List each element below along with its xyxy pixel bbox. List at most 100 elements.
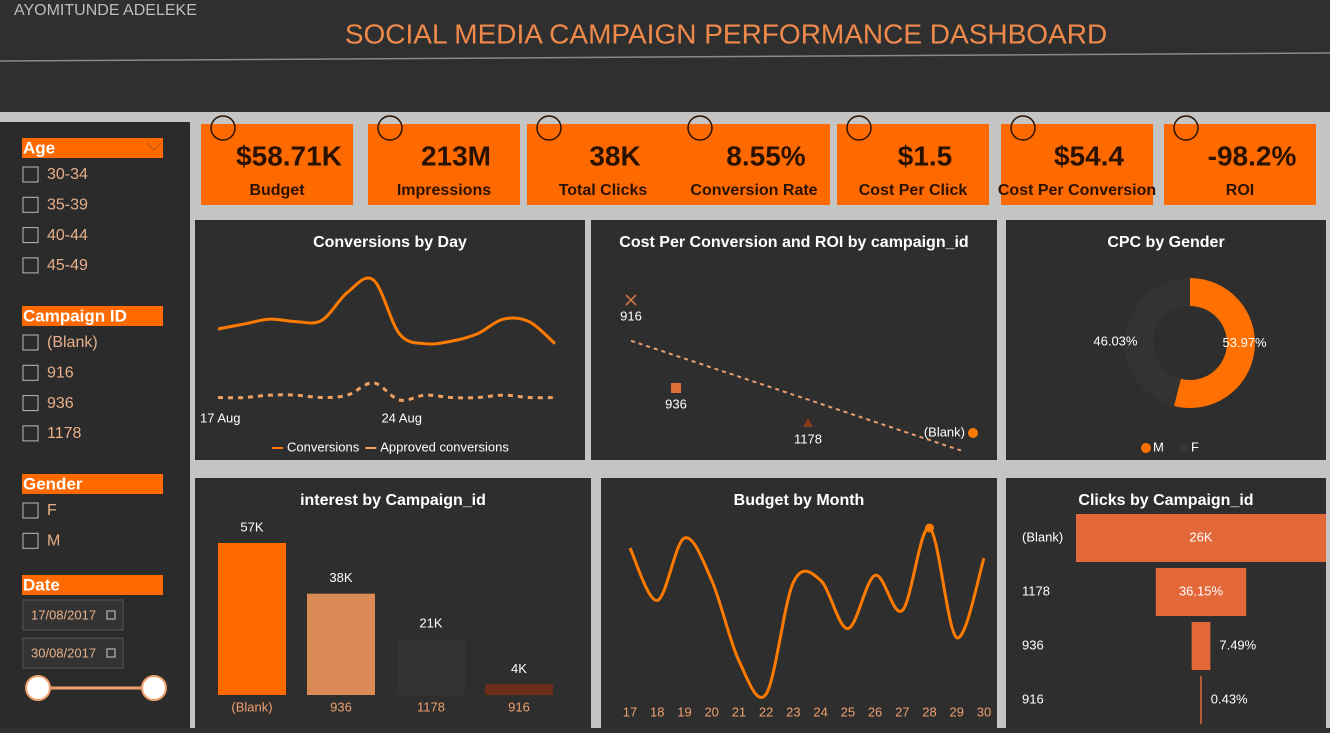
x-tick-label: 27 xyxy=(895,704,909,719)
slider-handle[interactable] xyxy=(25,675,51,701)
filter-option[interactable]: 35-39 xyxy=(47,197,88,214)
x-tick-label: 916 xyxy=(508,699,530,714)
slider-handle[interactable] xyxy=(141,675,167,701)
filter-header xyxy=(22,306,163,326)
point[interactable] xyxy=(625,294,637,306)
checkbox[interactable] xyxy=(22,166,39,183)
kpi-row: $58.71K Budget 213M Impressions 38K Total Cli… xyxy=(201,115,1316,205)
legend-label: M xyxy=(1153,439,1164,454)
checkbox[interactable] xyxy=(22,334,39,351)
point[interactable] xyxy=(803,418,813,427)
kpi-card xyxy=(527,124,679,205)
dropdown-chevron[interactable] xyxy=(146,142,162,152)
filter-option[interactable]: 30-34 xyxy=(47,166,88,183)
bar[interactable] xyxy=(218,543,286,695)
kpi-value: $54.4 xyxy=(1054,140,1124,171)
kpi-icon xyxy=(536,115,562,141)
x-tick-label: 28 xyxy=(922,704,936,719)
chart-title: Conversions by Day xyxy=(313,234,467,251)
point[interactable] xyxy=(671,383,681,393)
checkbox[interactable] xyxy=(22,425,39,442)
funnel-bar[interactable] xyxy=(1200,676,1202,724)
calendar-icon[interactable] xyxy=(106,648,116,658)
dashboard-title: SOCIAL MEDIA CAMPAIGN PERFORMANCE DASHBO… xyxy=(345,18,1107,49)
filter-option[interactable]: 45-49 xyxy=(47,257,88,274)
funnel-bar[interactable] xyxy=(1155,568,1247,616)
bar-value-label: 4K xyxy=(511,661,527,676)
donut-slice[interactable] xyxy=(1125,278,1190,406)
funnel-label: 26K xyxy=(1189,529,1212,544)
donut-slice[interactable] xyxy=(1173,278,1256,409)
calendar-icon[interactable] xyxy=(106,610,116,620)
x-tick-label: 1178 xyxy=(417,699,445,714)
legend-label: Approved conversions xyxy=(380,439,509,454)
header-rule xyxy=(0,52,1330,62)
kpi-card xyxy=(1164,124,1316,205)
kpi-value: 213M xyxy=(421,140,491,171)
chart-panel: interest by Campaign_id 57K (Blank) 38K 936 2… xyxy=(195,478,591,728)
kpi-icon xyxy=(377,115,403,141)
kpi-card xyxy=(201,124,353,205)
highlight-point[interactable] xyxy=(925,523,935,533)
checkbox[interactable] xyxy=(22,227,39,244)
category-label: (Blank) xyxy=(1022,529,1063,544)
kpi-card xyxy=(678,124,830,205)
chart-title: Cost Per Conversion and ROI by campaign_… xyxy=(619,234,968,251)
header-bg xyxy=(0,0,1330,112)
legend-label: Conversions xyxy=(287,439,360,454)
filter-header xyxy=(22,474,163,494)
x-tick-label: 24 xyxy=(813,704,827,719)
panel-bg xyxy=(195,220,585,460)
line-series xyxy=(217,381,556,402)
kpi-value: 38K xyxy=(589,140,640,171)
funnel-bar[interactable] xyxy=(1191,622,1211,670)
point[interactable] xyxy=(968,428,978,438)
x-tick-label: 29 xyxy=(950,704,964,719)
checkbox[interactable] xyxy=(22,364,39,381)
category-label: 1178 xyxy=(1022,583,1050,598)
kpi-label: Conversion Rate xyxy=(690,182,817,199)
bar-value-label: 21K xyxy=(419,615,442,630)
bar[interactable] xyxy=(307,593,375,695)
filter-option[interactable]: 936 xyxy=(47,395,74,412)
point-label: 916 xyxy=(620,308,642,323)
checkbox[interactable] xyxy=(22,395,39,412)
kpi-label: ROI xyxy=(1226,182,1254,199)
filter-option[interactable]: 1178 xyxy=(47,425,82,442)
panel-bg xyxy=(1006,220,1326,460)
category-label: 916 xyxy=(1022,691,1044,706)
checkbox[interactable] xyxy=(22,257,39,274)
checkbox[interactable] xyxy=(22,502,39,519)
filter-option[interactable]: (Blank) xyxy=(47,334,98,351)
filter-option[interactable]: M xyxy=(47,533,60,550)
date-value[interactable]: 30/08/2017 xyxy=(31,645,96,660)
date-value[interactable]: 17/08/2017 xyxy=(31,607,96,622)
checkbox[interactable] xyxy=(22,196,39,213)
checkbox[interactable] xyxy=(22,532,39,549)
funnel-label: 36.15% xyxy=(1179,583,1224,598)
kpi-icon xyxy=(687,115,713,141)
date-box[interactable] xyxy=(22,637,124,669)
point-label: (Blank) xyxy=(924,424,965,439)
filter-option[interactable]: F xyxy=(47,502,57,519)
point-label: 1178 xyxy=(794,431,822,446)
filter-title: Date xyxy=(23,575,60,594)
x-tick-label: 25 xyxy=(841,704,855,719)
x-tick-label: 936 xyxy=(330,699,352,714)
funnel-bar[interactable] xyxy=(1076,514,1326,562)
filter-option[interactable]: 916 xyxy=(47,365,74,382)
date-box[interactable] xyxy=(22,599,124,631)
bar[interactable] xyxy=(485,684,553,695)
kpi-label: Impressions xyxy=(397,182,491,199)
filter-option[interactable]: 40-44 xyxy=(47,227,88,244)
bar[interactable] xyxy=(397,639,465,695)
x-tick-label: 20 xyxy=(704,704,718,719)
x-tick-label: (Blank) xyxy=(231,699,272,714)
filter-title: Campaign ID xyxy=(23,306,127,325)
category-label: 936 xyxy=(1022,637,1044,652)
bar-value-label: 57K xyxy=(240,519,263,534)
legend-swatch xyxy=(1179,443,1189,453)
filter-title: Age xyxy=(23,138,55,157)
x-tick-label: 21 xyxy=(732,704,746,719)
